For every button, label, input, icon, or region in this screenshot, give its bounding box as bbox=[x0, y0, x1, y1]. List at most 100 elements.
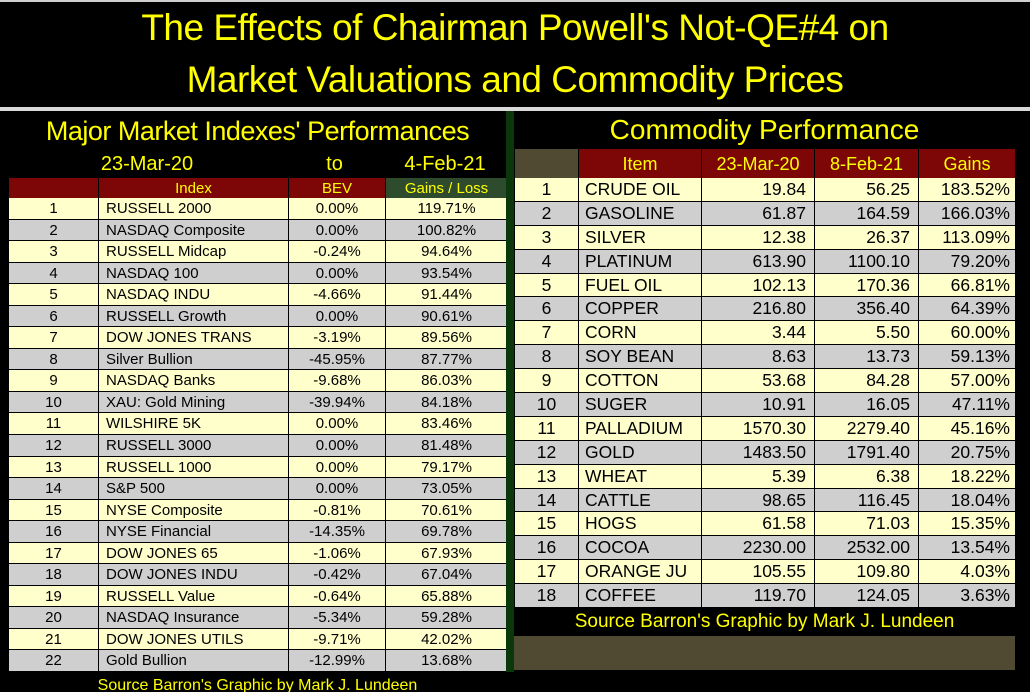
price-to-cell: 16.05 bbox=[815, 393, 919, 417]
gain-value-cell: 45.16% bbox=[919, 416, 1016, 441]
bev-value-cell: -4.66% bbox=[289, 284, 386, 306]
table-row: 12 RUSSELL 3000 0.00% 81.48% bbox=[8, 435, 508, 457]
row-number-cell: 10 bbox=[515, 393, 579, 417]
index-name-cell: RUSSELL Midcap bbox=[99, 241, 289, 263]
price-from-cell: 53.68 bbox=[702, 369, 815, 394]
table-row: 14 CATTLE 98.65 116.45 18.04% bbox=[514, 488, 1016, 513]
item-name-cell: SOY BEAN bbox=[579, 345, 702, 370]
price-to-cell: 13.73 bbox=[815, 345, 919, 370]
main-title-line1: The Effects of Chairman Powell's Not-QE#… bbox=[141, 7, 889, 48]
index-name-cell: NYSE Financial bbox=[99, 521, 289, 543]
price-from-cell: 1483.50 bbox=[702, 440, 815, 465]
row-number-cell: 1 bbox=[515, 178, 579, 202]
row-number-cell: 5 bbox=[9, 284, 99, 306]
row-number-cell: 19 bbox=[9, 585, 99, 608]
table-row: 4 NASDAQ 100 0.00% 93.54% bbox=[8, 262, 508, 285]
top-border-line bbox=[0, 0, 1030, 2]
panel-divider-strip bbox=[506, 111, 514, 672]
index-name-cell: DOW JONES UTILS bbox=[99, 628, 289, 651]
row-number-cell: 11 bbox=[515, 416, 579, 441]
price-to-cell: 164.59 bbox=[815, 201, 919, 226]
row-number-cell: 2 bbox=[515, 201, 579, 226]
bev-value-cell: -45.95% bbox=[289, 348, 386, 371]
index-name-cell: NASDAQ INDU bbox=[99, 284, 289, 306]
date-to-label: 4-Feb-21 bbox=[404, 153, 486, 175]
item-name-cell: PALLADIUM bbox=[579, 416, 702, 441]
commodity-header-item: Item bbox=[579, 149, 702, 178]
index-name-cell: S&P 500 bbox=[99, 478, 289, 500]
bev-value-cell: -5.34% bbox=[289, 607, 386, 629]
index-name-cell: RUSSELL 2000 bbox=[99, 198, 289, 220]
price-to-cell: 2279.40 bbox=[815, 416, 919, 441]
table-row: 2 GASOLINE 61.87 164.59 166.03% bbox=[514, 201, 1016, 226]
gain-value-cell: 87.77% bbox=[386, 348, 508, 371]
price-from-cell: 61.87 bbox=[702, 201, 815, 226]
gain-value-cell: 59.28% bbox=[386, 607, 508, 629]
bev-value-cell: 0.00% bbox=[289, 219, 386, 242]
item-name-cell: CRUDE OIL bbox=[579, 178, 702, 202]
bev-value-cell: -39.94% bbox=[289, 391, 386, 414]
price-to-cell: 124.05 bbox=[815, 584, 919, 609]
row-number-cell: 7 bbox=[9, 327, 99, 349]
index-name-cell: NASDAQ 100 bbox=[99, 262, 289, 285]
index-name-cell: NASDAQ Composite bbox=[99, 219, 289, 242]
bev-value-cell: 0.00% bbox=[289, 413, 386, 436]
row-number-cell: 4 bbox=[515, 249, 579, 274]
index-name-cell: DOW JONES TRANS bbox=[99, 327, 289, 349]
gain-value-cell: 79.17% bbox=[386, 456, 508, 479]
gain-value-cell: 79.20% bbox=[919, 249, 1016, 274]
bev-value-cell: -0.64% bbox=[289, 585, 386, 608]
gain-value-cell: 67.93% bbox=[386, 542, 508, 565]
price-from-cell: 613.90 bbox=[702, 249, 815, 274]
row-number-cell: 14 bbox=[9, 478, 99, 500]
main-title: The Effects of Chairman Powell's Not-QE#… bbox=[0, 2, 1030, 106]
gain-value-cell: 83.46% bbox=[386, 413, 508, 436]
row-number-cell: 21 bbox=[9, 628, 99, 651]
table-row: 18 DOW JONES INDU -0.42% 67.04% bbox=[8, 564, 508, 586]
price-from-cell: 216.80 bbox=[702, 297, 815, 322]
gain-value-cell: 89.56% bbox=[386, 327, 508, 349]
gain-value-cell: 57.00% bbox=[919, 369, 1016, 394]
market-header-bev: BEV bbox=[289, 178, 386, 198]
index-name-cell: DOW JONES INDU bbox=[99, 564, 289, 586]
gain-value-cell: 94.64% bbox=[386, 241, 508, 263]
bev-value-cell: -0.81% bbox=[289, 499, 386, 522]
table-row: 5 NASDAQ INDU -4.66% 91.44% bbox=[8, 284, 508, 306]
price-from-cell: 10.91 bbox=[702, 393, 815, 417]
index-name-cell: XAU: Gold Mining bbox=[99, 391, 289, 414]
row-number-cell: 17 bbox=[9, 542, 99, 565]
row-number-cell: 17 bbox=[515, 560, 579, 585]
commodity-table-body: 1 CRUDE OIL 19.84 56.25 183.52% 2 GASOLINE 61.8… bbox=[514, 178, 1016, 609]
item-name-cell: HOGS bbox=[579, 512, 702, 537]
title-divider-rule bbox=[0, 107, 1030, 111]
row-number-cell: 11 bbox=[9, 413, 99, 436]
table-row: 22 Gold Bullion -12.99% 13.68% bbox=[8, 650, 508, 673]
item-name-cell: PLATINUM bbox=[579, 249, 702, 274]
item-name-cell: GOLD bbox=[579, 440, 702, 465]
gain-value-cell: 67.04% bbox=[386, 564, 508, 586]
row-number-cell: 15 bbox=[9, 499, 99, 522]
gain-value-cell: 86.03% bbox=[386, 370, 508, 392]
gain-value-cell: 3.63% bbox=[919, 584, 1016, 609]
table-row: 1 RUSSELL 2000 0.00% 119.71% bbox=[8, 198, 508, 220]
table-row: 13 RUSSELL 1000 0.00% 79.17% bbox=[8, 456, 508, 479]
table-row: 7 DOW JONES TRANS -3.19% 89.56% bbox=[8, 327, 508, 349]
price-from-cell: 105.55 bbox=[702, 560, 815, 585]
row-number-cell: 3 bbox=[515, 225, 579, 250]
gain-value-cell: 113.09% bbox=[919, 225, 1016, 250]
gain-value-cell: 93.54% bbox=[386, 262, 508, 285]
commodity-table-header-row: Item 23-Mar-20 8-Feb-21 Gains bbox=[514, 148, 1016, 178]
table-row: 7 CORN 3.44 5.50 60.00% bbox=[514, 321, 1016, 346]
market-header-blank bbox=[9, 178, 99, 198]
price-from-cell: 19.84 bbox=[702, 178, 815, 202]
item-name-cell: COFFEE bbox=[579, 584, 702, 609]
table-row: 9 NASDAQ Banks -9.68% 86.03% bbox=[8, 370, 508, 392]
market-indexes-panel: Major Market Indexes' Performances 23-Ma… bbox=[8, 111, 508, 692]
bev-value-cell: 0.00% bbox=[289, 478, 386, 500]
item-name-cell: COTTON bbox=[579, 369, 702, 394]
price-from-cell: 8.63 bbox=[702, 345, 815, 370]
price-to-cell: 2532.00 bbox=[815, 536, 919, 561]
row-number-cell: 20 bbox=[9, 607, 99, 629]
table-row: 8 SOY BEAN 8.63 13.73 59.13% bbox=[514, 345, 1016, 370]
